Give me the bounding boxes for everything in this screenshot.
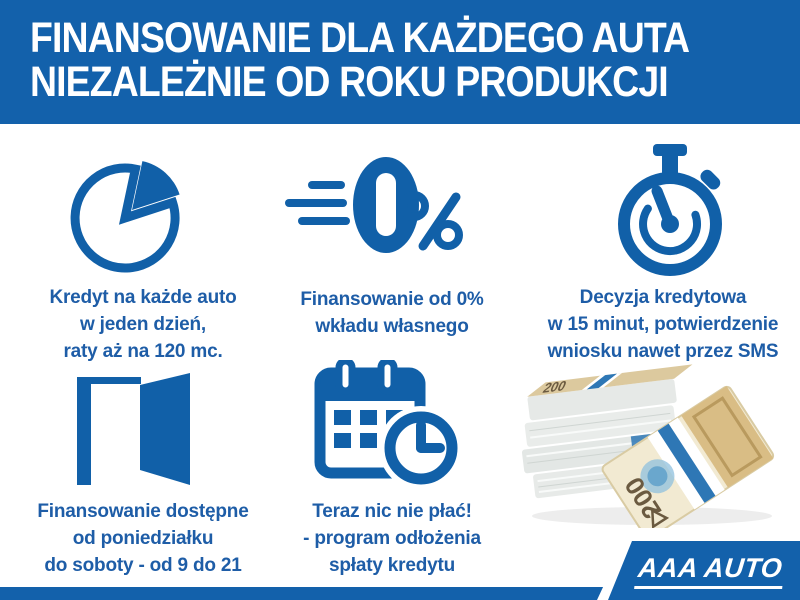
stopwatch-icon [598, 144, 748, 279]
aaa-auto-logo: AAA AUTO [608, 541, 800, 600]
caption-financing-hours: Finansowanie dostępne od poniedziałku do… [37, 501, 249, 576]
caption-credit-decision: Decyzja kredytowa w 15 minut, potwierdze… [547, 287, 779, 362]
zero-percent-icon [285, 153, 485, 258]
open-door-icon [68, 363, 203, 488]
header-banner: FINANSOWANIE DLA KAŻDEGO AUTA NIEZALEŻNI… [0, 0, 800, 124]
calendar-clock-icon [313, 357, 463, 490]
header-title-line2: NIEZALEŻNIE OD ROKU PRODUKCJI [30, 58, 669, 106]
svg-text:200: 200 [541, 377, 569, 395]
pie-chart-icon [55, 140, 205, 275]
header-title-line1: FINANSOWANIE DLA KAŻDEGO AUTA [30, 14, 690, 62]
caption-pay-nothing-now: Teraz nic nie płać! - program odłożenia … [303, 501, 481, 576]
money-stacks-image: 200 200 [512, 358, 797, 539]
caption-credit-every-car: Kredyt na każde auto w jeden dzień, raty… [49, 287, 237, 362]
aaa-auto-logo-text: AAA AUTO [633, 552, 786, 589]
caption-zero-percent: Finansowanie od 0% wkładu własnego [300, 289, 484, 337]
